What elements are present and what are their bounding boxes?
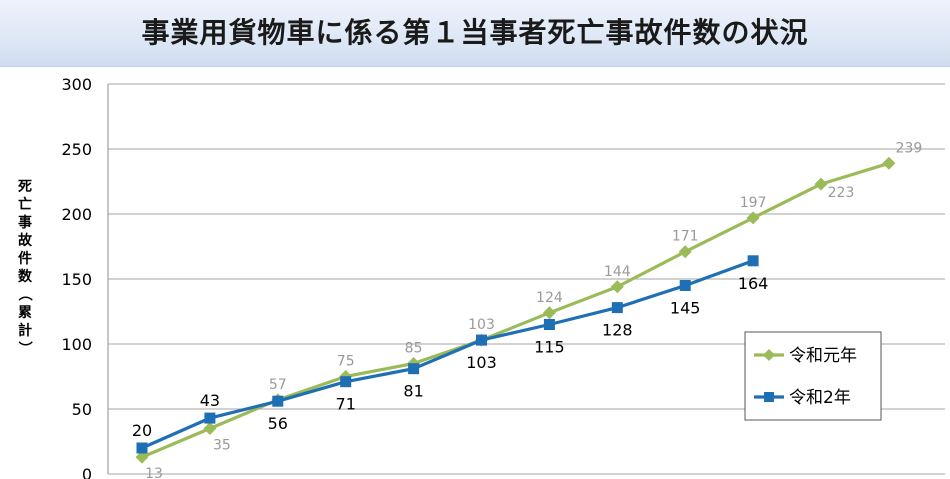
data-point-reiwa1: [678, 245, 692, 259]
data-point-reiwa1: [542, 306, 556, 320]
data-label-reiwa1: 85: [405, 341, 423, 357]
data-point-reiwa1: [203, 422, 217, 435]
data-point-reiwa2: [543, 319, 555, 330]
data-label-reiwa1: 35: [213, 438, 231, 454]
data-label-reiwa2: 81: [403, 382, 423, 401]
y-axis-label-char: 事: [18, 214, 32, 231]
data-label-reiwa2: 43: [200, 391, 220, 410]
y-tick-label: 250: [61, 140, 92, 159]
y-axis-label-char: 累: [18, 305, 32, 321]
data-label-reiwa2: 56: [268, 414, 288, 433]
y-axis-label-char: ）: [16, 341, 32, 355]
y-tick-label: 100: [61, 335, 92, 354]
data-label-reiwa1: 57: [269, 377, 287, 393]
data-point-reiwa2: [611, 302, 623, 314]
y-tick-label: 200: [61, 205, 92, 224]
y-axis-label-char: 数: [18, 268, 33, 285]
data-point-reiwa2: [476, 334, 487, 346]
chart-title: 事業用貨物車に係る第１当事者死亡事故件数の状況: [141, 16, 809, 49]
data-label-reiwa2: 115: [534, 338, 565, 357]
data-label-reiwa2: 145: [670, 299, 701, 318]
title-banner: [0, 0, 950, 67]
data-label-reiwa1: 75: [337, 354, 355, 370]
legend-label: 令和2年: [789, 388, 851, 408]
legend-label: 令和元年: [789, 346, 857, 366]
y-axis-label-char: 件: [18, 250, 32, 267]
data-label-reiwa2: 128: [602, 321, 633, 340]
data-point-reiwa1: [610, 280, 624, 294]
data-point-reiwa2: [408, 363, 420, 375]
data-point-reiwa2: [747, 255, 759, 267]
y-tick-label: 300: [61, 75, 92, 94]
data-point-reiwa1: [814, 177, 828, 191]
legend-marker: [763, 349, 775, 361]
data-point-reiwa2: [136, 442, 148, 454]
y-axis-label-char: 計: [18, 322, 32, 339]
data-point-reiwa2: [679, 280, 691, 291]
data-label-reiwa2: 71: [336, 395, 356, 414]
y-axis-label-char: （: [16, 287, 32, 301]
y-axis-label-char: 故: [18, 232, 33, 249]
y-tick-label: 50: [72, 400, 92, 419]
y-tick-label: 150: [61, 270, 92, 289]
legend-marker: [764, 392, 774, 402]
data-label-reiwa1: 197: [740, 195, 767, 211]
data-label-reiwa1: 171: [672, 229, 699, 245]
data-label-reiwa1: 13: [145, 466, 163, 479]
data-label-reiwa2: 164: [738, 274, 769, 293]
data-label-reiwa1: 144: [604, 264, 631, 280]
data-label-reiwa1: 103: [468, 317, 495, 333]
data-label-reiwa1: 239: [896, 140, 923, 156]
data-point-reiwa1: [882, 156, 896, 170]
data-point-reiwa2: [204, 412, 216, 424]
series-line-reiwa2: [141, 259, 754, 450]
data-label-reiwa2: 20: [132, 421, 152, 440]
data-point-reiwa2: [272, 395, 284, 407]
data-label-reiwa1: 124: [536, 290, 563, 306]
data-point-reiwa1: [746, 211, 760, 225]
data-point-reiwa2: [340, 376, 352, 388]
y-axis-label-char: 死: [17, 179, 32, 195]
data-point-reiwa1: [135, 450, 149, 464]
legend-box: [744, 331, 882, 421]
y-tick-label: 0: [82, 465, 92, 479]
y-axis-label-char: 亡: [18, 196, 32, 213]
data-label-reiwa2: 103: [466, 353, 497, 372]
data-label-reiwa1: 223: [828, 185, 855, 201]
